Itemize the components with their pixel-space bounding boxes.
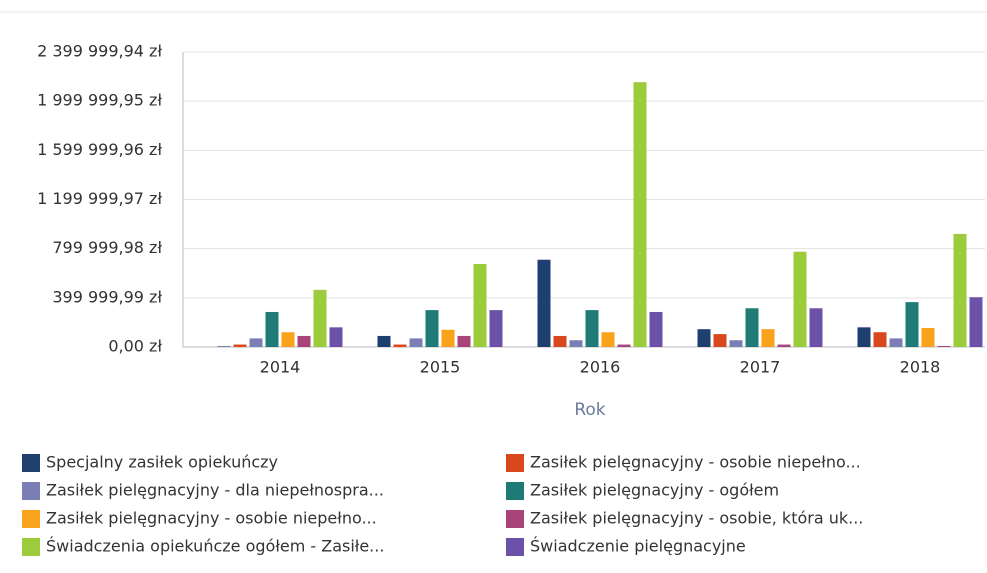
legend-swatch (22, 482, 40, 500)
legend-label: Specjalny zasiłek opiekuńczy (46, 453, 278, 472)
y-tick-label: 799 999,98 zł (52, 238, 162, 257)
legend-swatch (22, 538, 40, 556)
legend-swatch (506, 510, 524, 528)
bar (537, 259, 551, 347)
bar (697, 329, 711, 347)
bar (793, 251, 807, 347)
legend-label: Świadczenie pielęgnacyjne (530, 537, 746, 556)
bar (265, 311, 279, 347)
bar (441, 329, 455, 347)
bar (937, 346, 951, 347)
bar (761, 329, 775, 347)
x-tick-label: 2015 (420, 358, 461, 377)
bar (249, 338, 263, 347)
legend-swatch (506, 482, 524, 500)
bar (377, 335, 391, 347)
bar (777, 344, 791, 347)
legend-label: Zasiłek pielęgnacyjny - dla niepełnospra… (46, 481, 384, 500)
bar (889, 338, 903, 347)
legend-swatch (22, 510, 40, 528)
bar (393, 344, 407, 347)
bar (633, 82, 647, 348)
x-tick-label: 2016 (580, 358, 621, 377)
y-tick-label: 399 999,99 zł (52, 287, 162, 306)
bar (281, 332, 295, 347)
legend-label: Zasiłek pielęgnacyjny - osobie, która uk… (530, 509, 863, 528)
bar (409, 338, 423, 347)
bar (489, 310, 503, 347)
bar (457, 335, 471, 347)
x-tick-label: 2018 (900, 358, 941, 377)
bar (857, 327, 871, 347)
bar (297, 335, 311, 347)
bar (553, 335, 567, 347)
bar (905, 302, 919, 347)
legend-label: Zasiłek pielęgnacyjny - ogółem (530, 481, 779, 500)
bar (729, 340, 743, 347)
legend-swatch (506, 538, 524, 556)
bar (313, 289, 327, 347)
bar (713, 334, 727, 347)
legend-label: Świadczenia opiekuńcze ogółem - Zasiłe..… (46, 537, 384, 556)
bar (233, 344, 247, 347)
legend-label: Zasiłek pielęgnacyjny - osobie niepełno.… (530, 453, 861, 472)
y-tick-label: 2 399 999,94 zł (37, 42, 162, 61)
x-tick-label: 2014 (260, 358, 301, 377)
legend-label: Zasiłek pielęgnacyjny - osobie niepełno.… (46, 509, 377, 528)
bar (921, 327, 935, 347)
legend-swatch (22, 454, 40, 472)
x-axis-label: Rok (574, 400, 605, 420)
bar (569, 340, 583, 347)
y-tick-label: 1 999 999,95 zł (37, 91, 162, 110)
y-tick-label: 0,00 zł (108, 337, 162, 356)
bar (601, 332, 615, 347)
bar (873, 332, 887, 347)
bar (809, 308, 823, 347)
bar (425, 310, 439, 347)
bar (649, 311, 663, 347)
y-tick-label: 1 199 999,97 zł (37, 189, 162, 208)
bar (473, 264, 487, 347)
bar (329, 327, 343, 347)
bar (953, 233, 967, 347)
bar (745, 308, 759, 347)
x-tick-label: 2017 (740, 358, 781, 377)
bar (969, 297, 983, 347)
legend-swatch (506, 454, 524, 472)
y-tick-label: 1 599 999,96 zł (37, 140, 162, 159)
bar (217, 346, 231, 347)
bar (617, 344, 631, 347)
bar (585, 310, 599, 347)
